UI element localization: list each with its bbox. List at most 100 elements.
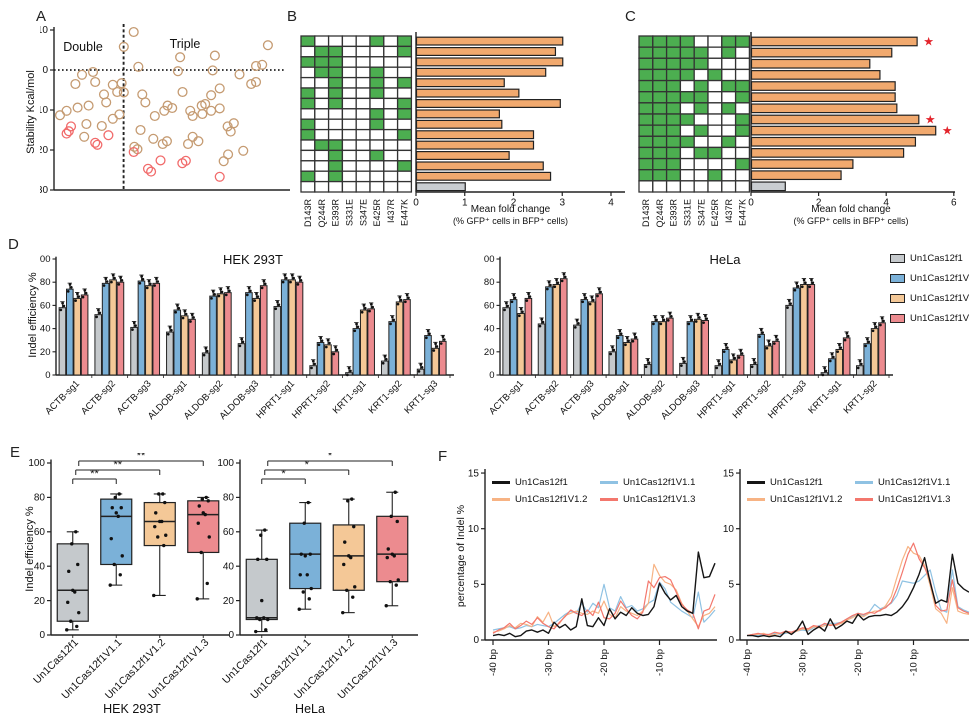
a-data-point xyxy=(148,133,159,144)
d-replicate-dot xyxy=(538,324,542,328)
d-group-label: ACTB-sg1 xyxy=(487,378,526,417)
mutation-cell xyxy=(300,128,316,141)
d-replicate-dot xyxy=(774,335,778,339)
mutation-cell xyxy=(300,180,316,193)
e-data-point xyxy=(200,497,204,501)
legend-entry: Un1Cas12f1V1.3 xyxy=(600,493,708,506)
f-y-tick-label: 10 xyxy=(723,524,735,535)
legend-label: Un1Cas12f1V1.1 xyxy=(910,272,969,284)
d-bar xyxy=(537,323,546,376)
a-data-point xyxy=(92,139,103,150)
d-replicate-dot xyxy=(879,323,882,327)
d-bar xyxy=(166,331,174,376)
mutation-cell xyxy=(300,45,316,58)
e-data-point xyxy=(297,607,301,611)
a-data-point xyxy=(250,60,262,72)
a-data-point xyxy=(206,105,217,116)
mutation-cell xyxy=(652,135,668,149)
d-replicate-dot xyxy=(120,279,124,282)
d-replicate-dot xyxy=(97,308,100,312)
bar-x-tick-label: 1 xyxy=(462,198,468,209)
d-replicate-dot xyxy=(320,339,324,343)
mutation-cell xyxy=(396,35,413,48)
e-y-tick-label: 0 xyxy=(228,630,234,641)
mutation-cell xyxy=(369,170,385,183)
e-sig-label: * xyxy=(281,468,286,480)
d-replicate-dot xyxy=(132,321,136,325)
a-data-point xyxy=(225,126,236,137)
e-y-tick-label: 80 xyxy=(34,493,46,504)
d-replicate-dot xyxy=(61,301,64,305)
f-x-tick-label: -40 bp xyxy=(488,649,499,676)
d-replicate-dot xyxy=(228,289,231,293)
f-x-tick-label: -20 bp xyxy=(853,649,864,676)
fold-change-bar xyxy=(750,125,937,136)
d-replicate-dot xyxy=(753,361,757,365)
mutation-cell xyxy=(721,57,737,71)
d-replicate-dot xyxy=(360,310,364,314)
mutation-cell xyxy=(638,57,654,71)
d-bar xyxy=(324,344,332,376)
d-replicate-dot xyxy=(859,362,863,366)
d-replicate-dot xyxy=(752,358,756,362)
d-replicate-dot xyxy=(184,312,188,316)
d-replicate-dot xyxy=(145,286,149,290)
d-replicate-dot xyxy=(110,280,113,284)
d-replicate-dot xyxy=(384,357,388,361)
mutation-cell xyxy=(369,139,385,152)
a-data-point xyxy=(133,61,144,72)
legend-swatch-line_black xyxy=(492,481,510,484)
d-replicate-dot xyxy=(276,300,279,304)
mutation-cell xyxy=(369,118,385,131)
f-x-tick-label: -30 bp xyxy=(798,649,809,676)
d-replicate-dot xyxy=(549,283,552,287)
d-replicate-dot xyxy=(802,278,806,282)
d-replicate-dot xyxy=(290,273,294,277)
d-replicate-dot xyxy=(442,338,446,341)
mutation-cell xyxy=(693,68,709,82)
d-replicate-dot xyxy=(253,299,257,302)
mutation-column-label: E425R xyxy=(372,199,382,227)
d-replicate-dot xyxy=(156,280,160,283)
d-replicate-dot xyxy=(168,326,172,329)
fold-change-bar xyxy=(415,88,520,98)
e-data-point xyxy=(204,495,208,500)
mutation-cell xyxy=(679,124,695,137)
a-data-point xyxy=(72,102,83,113)
mutation-cell xyxy=(314,76,330,89)
e-y-tick-label: 20 xyxy=(223,596,235,607)
fold-change-bar xyxy=(415,57,564,67)
mutation-cell xyxy=(721,169,737,182)
d-replicate-dot xyxy=(181,316,185,320)
e-y-tick-label: 40 xyxy=(223,561,235,572)
mutation-cell xyxy=(665,169,682,182)
a-data-point xyxy=(129,141,140,152)
bar-x-tick-label: 2 xyxy=(816,198,822,209)
d-replicate-dot xyxy=(183,309,187,313)
mutation-cell xyxy=(693,46,709,59)
d-hek-title: HEK 293T xyxy=(223,252,283,267)
d-bar xyxy=(359,309,368,376)
f-series-Un1Cas12f1V1.3 xyxy=(492,575,716,634)
mutation-cell xyxy=(369,108,385,120)
a-data-point xyxy=(177,86,188,98)
significance-star: ★ xyxy=(942,124,953,138)
legend-entry: Un1Cas12f1V1.1 xyxy=(890,268,969,288)
a-data-point xyxy=(135,124,146,136)
e-y-tick-label: 100 xyxy=(28,458,45,469)
panel-label-a: A xyxy=(36,8,47,25)
a-data-point xyxy=(146,166,157,177)
d-bar xyxy=(701,319,709,376)
e-data-point xyxy=(388,579,392,584)
d-replicate-dot xyxy=(715,366,719,370)
e-data-point xyxy=(306,500,310,505)
d-bar xyxy=(721,348,730,376)
a-data-point xyxy=(96,120,107,132)
mutation-cell xyxy=(638,46,654,59)
a-data-point xyxy=(214,83,225,94)
d-replicate-dot xyxy=(311,359,315,363)
e-sig-label: ** xyxy=(137,453,146,462)
a-data-point xyxy=(90,76,101,88)
e-data-point xyxy=(162,543,166,548)
